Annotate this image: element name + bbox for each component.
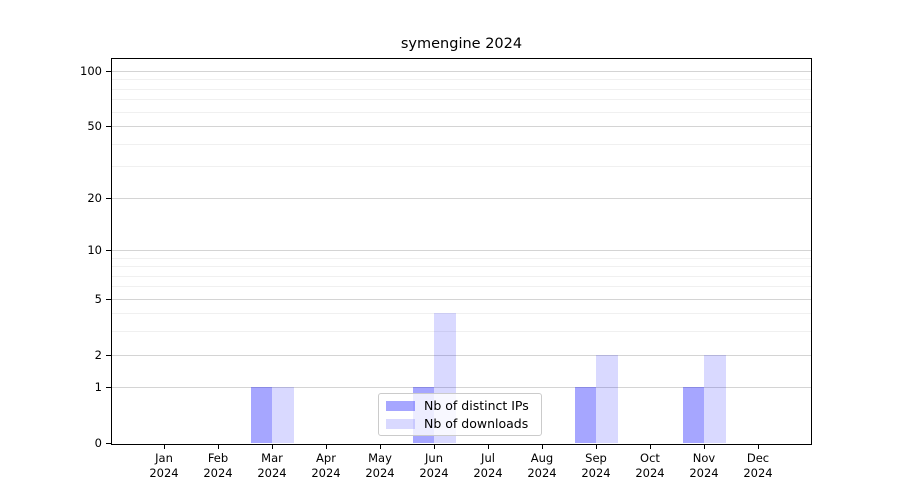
x-tick-label: Mar 2024 xyxy=(257,451,287,480)
y-gridline-minor xyxy=(112,266,811,268)
x-tick-mark xyxy=(380,444,381,449)
bar-downloads xyxy=(596,354,618,444)
y-gridline-major xyxy=(112,298,811,300)
y-gridline-major xyxy=(112,387,811,389)
y-tick-label: 20 xyxy=(87,190,102,205)
y-tick-mark xyxy=(106,387,112,389)
x-tick-label: Jul 2024 xyxy=(473,451,503,480)
x-tick-label: Apr 2024 xyxy=(311,451,341,480)
y-tick-mark xyxy=(106,197,112,199)
y-gridline-minor xyxy=(112,99,811,101)
x-tick-mark xyxy=(218,444,219,449)
x-tick-mark xyxy=(542,444,543,449)
y-tick-mark xyxy=(106,443,112,445)
y-gridline-minor xyxy=(112,313,811,315)
y-gridline-minor xyxy=(112,286,811,288)
legend-item-downloads: Nb of downloads xyxy=(386,416,534,431)
x-tick-label: Jan 2024 xyxy=(149,451,179,480)
x-tick-mark xyxy=(704,444,705,449)
y-tick-label: 100 xyxy=(80,63,102,78)
legend-label-downloads: Nb of downloads xyxy=(424,416,529,431)
y-tick-label: 50 xyxy=(87,119,102,134)
y-gridline-major xyxy=(112,354,811,356)
x-tick-mark xyxy=(758,444,759,449)
x-tick-mark xyxy=(596,444,597,449)
legend-item-distinct-ips: Nb of distinct IPs xyxy=(386,398,534,413)
y-tick-mark xyxy=(106,70,112,72)
y-gridline-minor xyxy=(112,275,811,277)
x-tick-label: Nov 2024 xyxy=(689,451,719,480)
y-gridline-major xyxy=(112,197,811,199)
chart-title: symengine 2024 xyxy=(400,36,523,52)
x-tick-label: Feb 2024 xyxy=(203,451,233,480)
x-tick-mark xyxy=(434,444,435,449)
x-tick-label: Oct 2024 xyxy=(635,451,665,480)
x-tick-label: Dec 2024 xyxy=(743,451,773,480)
bar-downloads xyxy=(704,354,726,444)
y-tick-label: 1 xyxy=(94,380,102,395)
y-gridline-minor xyxy=(112,143,811,145)
x-tick-mark xyxy=(650,444,651,449)
y-gridline-minor xyxy=(112,166,811,168)
legend-swatch-distinct-ips xyxy=(386,400,415,411)
x-tick-mark xyxy=(488,444,489,449)
y-gridline-minor xyxy=(112,79,811,81)
y-gridline-minor xyxy=(112,88,811,90)
x-tick-mark xyxy=(326,444,327,449)
y-tick-label: 2 xyxy=(94,347,102,362)
legend: Nb of distinct IPs Nb of downloads xyxy=(378,393,542,436)
y-gridline-major xyxy=(112,249,811,251)
bar-distinct-ips xyxy=(574,387,596,444)
bar-distinct-ips xyxy=(250,387,272,444)
y-tick-label: 10 xyxy=(87,242,102,257)
x-tick-mark xyxy=(164,444,165,449)
y-tick-label: 0 xyxy=(94,436,102,451)
x-tick-label: Sep 2024 xyxy=(581,451,611,480)
x-tick-label: Aug 2024 xyxy=(527,451,557,480)
y-gridline-major xyxy=(112,70,811,72)
plot-area xyxy=(111,58,812,445)
bar-distinct-ips xyxy=(682,387,704,444)
x-tick-label: May 2024 xyxy=(365,451,395,480)
x-tick-label: Jun 2024 xyxy=(419,451,449,480)
bar-downloads xyxy=(272,387,294,444)
y-gridline-minor xyxy=(112,111,811,113)
y-gridline-minor xyxy=(112,331,811,333)
y-tick-mark xyxy=(106,354,112,356)
y-tick-label: 5 xyxy=(94,291,102,306)
legend-label-distinct-ips: Nb of distinct IPs xyxy=(424,398,529,413)
y-gridline-major xyxy=(112,126,811,128)
y-tick-mark xyxy=(106,298,112,300)
y-gridline-minor xyxy=(112,257,811,259)
x-tick-mark xyxy=(272,444,273,449)
legend-swatch-downloads xyxy=(386,418,415,429)
y-tick-mark xyxy=(106,126,112,128)
y-tick-mark xyxy=(106,249,112,251)
